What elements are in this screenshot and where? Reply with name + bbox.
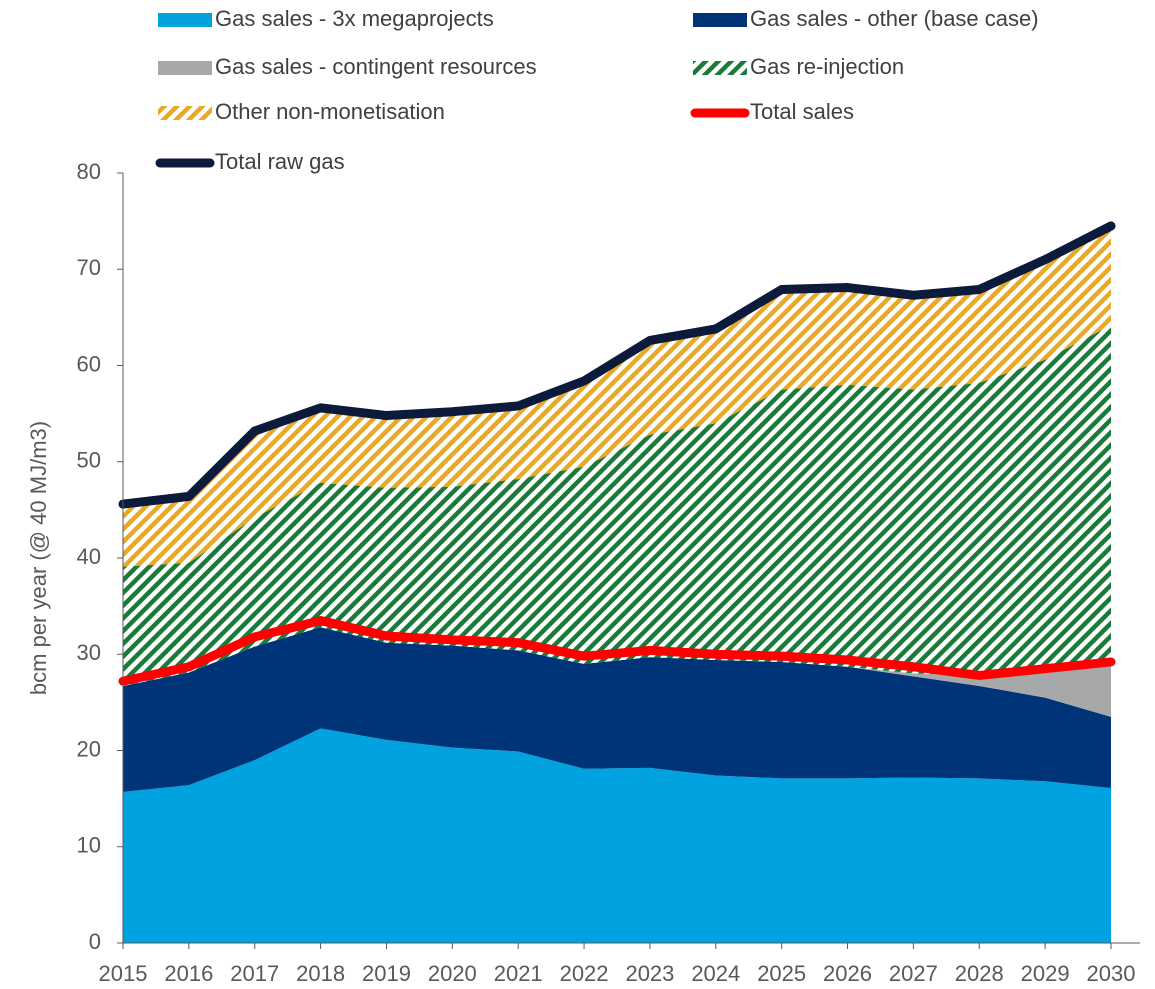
y-tick-label: 20 bbox=[77, 736, 101, 761]
x-tick-label: 2019 bbox=[362, 961, 411, 986]
x-tick-label: 2026 bbox=[823, 961, 872, 986]
legend-item: Total raw gas bbox=[155, 149, 345, 174]
x-tick-label: 2023 bbox=[625, 961, 674, 986]
legend-label: Gas sales - other (base case) bbox=[750, 6, 1039, 31]
line bbox=[118, 221, 1116, 509]
y-tick-label: 50 bbox=[77, 448, 101, 473]
x-tick-label: 2025 bbox=[757, 961, 806, 986]
area bbox=[123, 225, 1111, 567]
legend-item: Gas sales - other (base case) bbox=[693, 6, 1039, 31]
y-tick-label: 70 bbox=[77, 255, 101, 280]
legend-label: Gas sales - 3x megaprojects bbox=[215, 6, 494, 31]
y-tick-label: 80 bbox=[77, 159, 101, 184]
legend-swatch bbox=[693, 13, 747, 27]
legend-item: Gas re-injection bbox=[693, 54, 904, 79]
legend-label: Other non-monetisation bbox=[215, 99, 445, 124]
x-tick-label: 2016 bbox=[164, 961, 213, 986]
x-tick-label: 2028 bbox=[955, 961, 1004, 986]
y-tick-label: 40 bbox=[77, 544, 101, 569]
area bbox=[123, 325, 1111, 687]
legend-swatch bbox=[693, 61, 747, 75]
area bbox=[123, 627, 1111, 792]
legend-swatch bbox=[158, 61, 212, 75]
y-tick-label: 30 bbox=[77, 640, 101, 665]
x-tick-label: 2021 bbox=[494, 961, 543, 986]
y-axis-label: bcm per year (@ 40 MJ/m3) bbox=[26, 421, 51, 695]
legend: Gas sales - 3x megaprojects Gas sales - o… bbox=[155, 6, 1039, 174]
x-tick-label: 2030 bbox=[1087, 961, 1136, 986]
legend-label: Gas re-injection bbox=[750, 54, 904, 79]
legend-swatch bbox=[158, 13, 212, 27]
x-tick-label: 2022 bbox=[560, 961, 609, 986]
x-tick-label: 2024 bbox=[691, 961, 740, 986]
x-tick-label: 2029 bbox=[1021, 961, 1070, 986]
legend-item: Total sales bbox=[690, 99, 854, 124]
area bbox=[123, 728, 1111, 943]
legend-swatch bbox=[158, 106, 212, 120]
x-tick-label: 2020 bbox=[428, 961, 477, 986]
y-tick-label: 60 bbox=[77, 351, 101, 376]
legend-label: Total raw gas bbox=[215, 149, 345, 174]
y-tick-label: 10 bbox=[77, 833, 101, 858]
legend-label: Gas sales - contingent resources bbox=[215, 54, 537, 79]
x-tick-label: 2027 bbox=[889, 961, 938, 986]
legend-label: Total sales bbox=[750, 99, 854, 124]
y-tick-label: 0 bbox=[89, 929, 101, 954]
x-tick-label: 2017 bbox=[230, 961, 279, 986]
x-tick-label: 2018 bbox=[296, 961, 345, 986]
legend-item: Gas sales - contingent resources bbox=[158, 54, 537, 79]
legend-item: Gas sales - 3x megaprojects bbox=[158, 6, 494, 31]
legend-item: Other non-monetisation bbox=[158, 99, 445, 124]
plot-area bbox=[118, 221, 1116, 943]
line bbox=[118, 616, 1116, 686]
x-tick-label: 2015 bbox=[99, 961, 148, 986]
